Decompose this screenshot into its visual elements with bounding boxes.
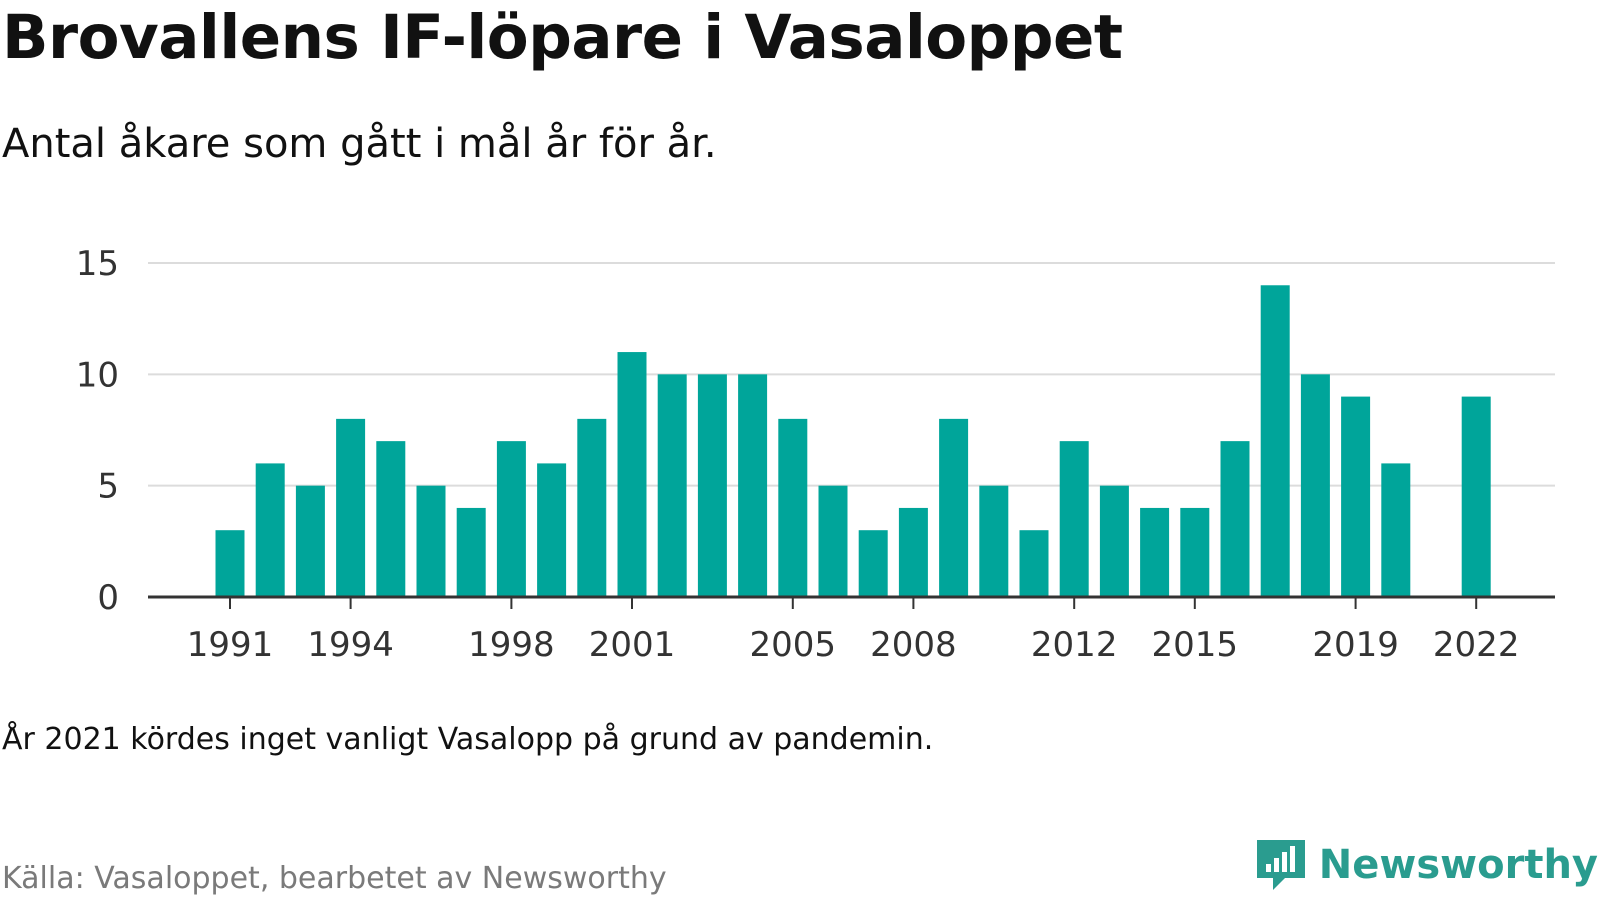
- bar: [1260, 285, 1290, 597]
- x-tick-label: 1994: [307, 625, 394, 665]
- y-tick-label: 15: [76, 244, 119, 284]
- x-tick-label: 2019: [1312, 625, 1399, 665]
- newsworthy-brand: Newsworthy: [1255, 840, 1598, 890]
- bar: [738, 374, 768, 597]
- bar: [255, 463, 285, 597]
- bar: [376, 441, 406, 597]
- bar: [1461, 396, 1491, 597]
- y-tick-label: 10: [76, 355, 119, 395]
- x-tick-label: 2008: [870, 625, 957, 665]
- bar-chart: 0 5 10 15 1991 1994 1998 2001 2005 2008 2012 2015 20…: [76, 244, 1555, 665]
- bar: [1019, 530, 1049, 597]
- bar: [577, 418, 607, 597]
- bar: [1381, 463, 1411, 597]
- x-tick-label: 2012: [1031, 625, 1118, 665]
- bar: [1140, 507, 1170, 597]
- x-tick-label: 1991: [187, 625, 274, 665]
- bar: [979, 485, 1009, 597]
- source-credit: Källa: Vasaloppet, bearbetet av Newswort…: [2, 861, 667, 896]
- bar: [858, 530, 888, 597]
- bar: [697, 374, 727, 597]
- bar: [818, 485, 848, 597]
- bar: [939, 418, 969, 597]
- bar: [1180, 507, 1210, 597]
- bar: [1300, 374, 1330, 597]
- bar: [496, 441, 526, 597]
- bar: [1220, 441, 1250, 597]
- bar: [657, 374, 687, 597]
- bar: [617, 352, 647, 597]
- y-tick-label: 0: [97, 578, 119, 618]
- x-tick-label: 2022: [1433, 625, 1520, 665]
- bar: [1059, 441, 1089, 597]
- bar: [898, 507, 928, 597]
- x-tick-label: 1998: [468, 625, 555, 665]
- chart-title: Brovallens IF-löpare i Vasaloppet: [2, 2, 1123, 73]
- bar-chart-speech-bubble-icon: [1256, 840, 1305, 890]
- y-tick-label: 5: [97, 467, 119, 507]
- brand-name: Newsworthy: [1318, 842, 1598, 888]
- bar: [1099, 485, 1129, 597]
- x-tick-label: 2001: [589, 625, 676, 665]
- x-tick-label: 2015: [1152, 625, 1239, 665]
- bar: [778, 418, 808, 597]
- bar: [1341, 396, 1371, 597]
- bar: [295, 485, 325, 597]
- bar: [416, 485, 446, 597]
- chart-subtitle: Antal åkare som gått i mål år för år.: [2, 121, 717, 167]
- bar: [456, 507, 486, 597]
- bar: [537, 463, 567, 597]
- x-tick-label: 2005: [750, 625, 837, 665]
- bar: [336, 418, 366, 597]
- bar: [215, 530, 245, 597]
- chart-note: År 2021 kördes inget vanligt Vasalopp på…: [2, 722, 934, 757]
